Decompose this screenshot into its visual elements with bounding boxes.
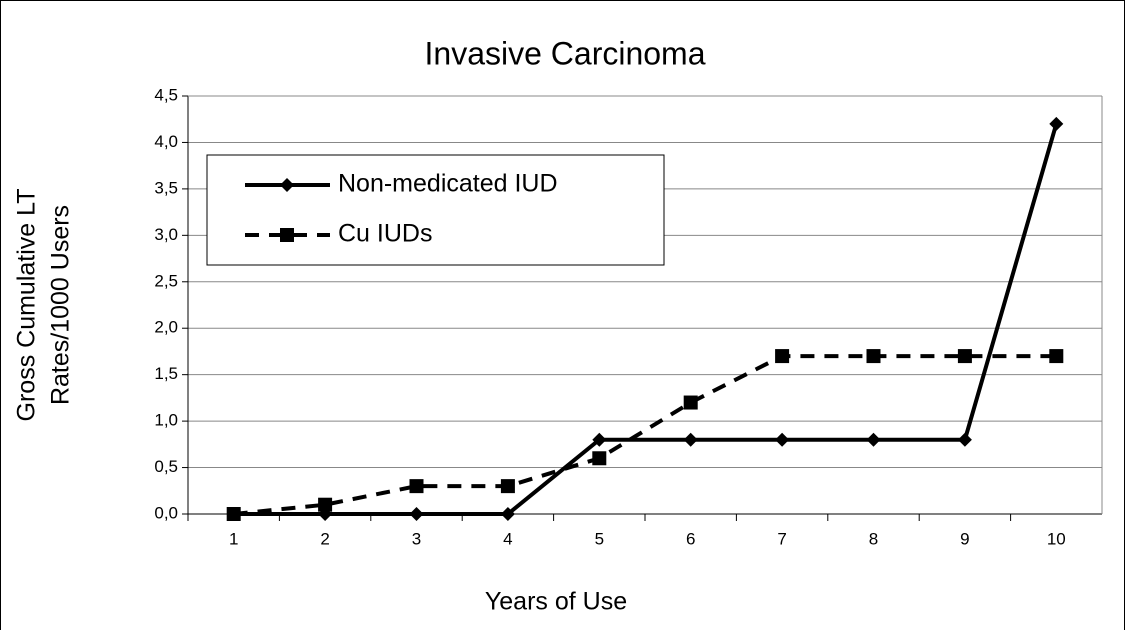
data-point — [1049, 116, 1064, 131]
data-point — [409, 507, 424, 521]
y-tick-label: 1,0 — [154, 411, 178, 430]
y-tick-label: 0,5 — [154, 457, 178, 476]
y-tick-label: 1,5 — [154, 364, 178, 383]
data-point — [226, 507, 241, 521]
data-point — [592, 432, 607, 447]
chart-title: Invasive Carcinoma — [425, 35, 706, 71]
data-point — [683, 432, 698, 447]
data-point — [866, 349, 881, 364]
x-tick-label: 4 — [503, 529, 512, 548]
data-point — [318, 497, 333, 512]
x-axis-label: Years of Use — [485, 588, 627, 616]
data-point — [409, 479, 424, 494]
x-tick-label: 2 — [320, 529, 329, 548]
legend-box — [206, 154, 665, 266]
x-tick-label: 9 — [960, 529, 969, 548]
y-tick-label: 2,0 — [154, 318, 178, 337]
y-tick-label: 0,0 — [154, 503, 178, 522]
legend-label: Cu IUDs — [338, 220, 432, 248]
x-tick-label: 6 — [686, 529, 695, 548]
data-point — [1049, 349, 1064, 364]
y-tick-label: 4,0 — [154, 132, 178, 151]
series-line — [233, 354, 1057, 516]
y-tick-label: 4,5 — [154, 85, 178, 104]
data-point — [592, 451, 607, 466]
x-tick-label: 5 — [595, 529, 604, 548]
data-point — [866, 432, 881, 447]
x-tick-label: 7 — [777, 529, 786, 548]
y-axis-label: Gross Cumulative LT — [13, 189, 41, 422]
legend-label: Non-medicated IUD — [338, 170, 558, 198]
legend-marker — [280, 228, 294, 242]
data-point — [957, 349, 972, 364]
y-tick-label: 2,5 — [154, 271, 178, 290]
x-tick-label: 1 — [229, 529, 238, 548]
data-point — [683, 395, 698, 410]
x-tick-label: 10 — [1047, 529, 1066, 548]
data-point — [957, 432, 972, 447]
y-axis-label: Rates/1000 Users — [47, 205, 75, 405]
y-tick-label: 3,0 — [154, 225, 178, 244]
data-point — [500, 507, 515, 521]
y-tick-label: 3,5 — [154, 178, 178, 197]
data-point — [775, 432, 790, 447]
data-point — [500, 479, 515, 494]
x-tick-label: 3 — [412, 529, 421, 548]
data-point — [775, 349, 790, 364]
series-line — [233, 123, 1059, 516]
x-tick-label: 8 — [869, 529, 878, 548]
legend-marker — [280, 178, 294, 192]
